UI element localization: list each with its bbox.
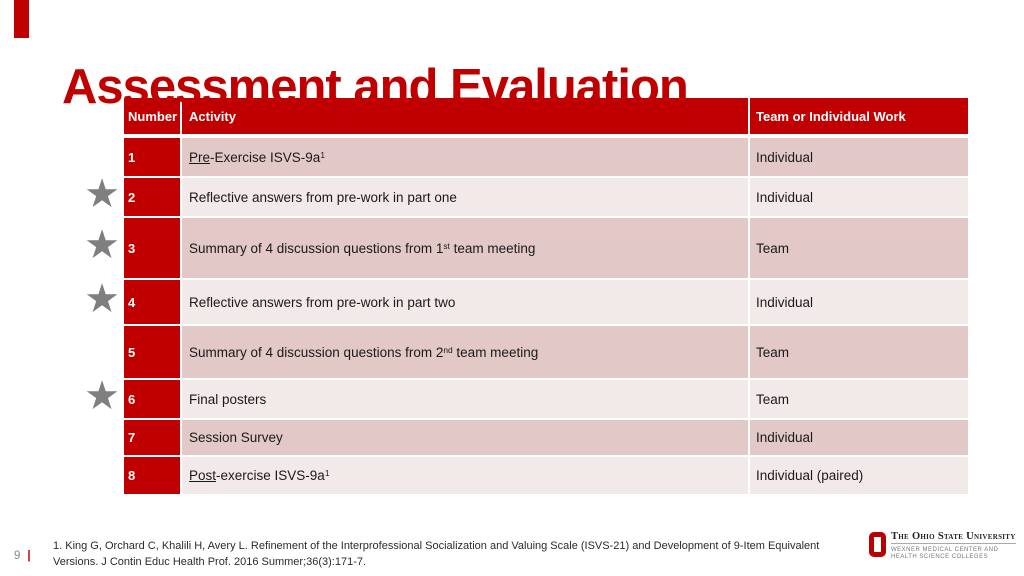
activity-text: Reflective answers from pre-work in part… [189,189,457,205]
number-cell: 4 [124,280,180,324]
page-number-value: 9 [14,550,21,562]
team-or-individual-cell: Individual [750,280,968,324]
team-or-individual-cell: Individual [750,138,968,176]
table-row: 7 Session Survey Individual [124,420,968,455]
table-row: ★ 3 Summary of 4 discussion questions from… [84,218,968,278]
team-or-individual-cell: Individual (paired) [750,457,968,494]
number-cell: 6 [124,380,180,418]
activity-cell: Session Survey [182,420,748,455]
osu-logo: The Ohio State University Wexner Medical… [869,531,1016,562]
superscript-text: nd [443,344,453,355]
activity-cell: Reflective answers from pre-work in part… [182,178,748,216]
number-cell: 2 [124,178,180,216]
underlined-text: Post [189,468,217,483]
superscript-text: 1 [320,149,325,160]
activity-text: Reflective answers from pre-work in part… [189,294,456,310]
table-header-row: Number Activity Team or Individual Work [124,98,968,134]
activity-text: Summary of 4 discussion questions from 2 [189,344,444,360]
number-cell: 5 [124,326,180,378]
activity-text: -Exercise ISVS-9a [210,149,321,165]
block-o-icon [869,532,886,557]
team-or-individual-cell: Individual [750,420,968,455]
number-cell: 1 [124,138,180,176]
activity-cell: Reflective answers from pre-work in part… [182,280,748,324]
table-row: ★ 6 Final posters Team [84,376,968,418]
activity-cell: Post-exercise ISVS-9a1 [182,457,748,494]
activity-text: team meeting [452,344,539,360]
activity-cell: Pre-Exercise ISVS-9a1 [182,138,748,176]
number-cell: 7 [124,420,180,455]
underlined-text: Pre [189,149,211,165]
logo-sub-line-1: Wexner Medical Center and [891,546,999,553]
activity-text: Final posters [189,391,267,407]
header-activity: Activity [182,98,748,134]
team-or-individual-cell: Team [750,218,968,278]
logo-sub-line-2: Health Science Colleges [891,554,989,560]
star-icon: ★ [84,373,120,418]
table-row: ★ 2 Reflective answers from pre-work in pa… [84,174,968,216]
logo-text: The Ohio State University Wexner Medical… [891,531,1016,562]
star-icon: ★ [84,222,120,267]
table-row: 1 Pre-Exercise ISVS-9a1 Individual [124,138,968,176]
table-body: 1 Pre-Exercise ISVS-9a1 Individual ★ 2 Reflec… [84,138,968,494]
logo-subtitle: Wexner Medical Center and Health Science… [891,547,1016,562]
citation-line-2: Versions. J Contin Educ Health Prof. 201… [53,555,367,568]
star-icon: ★ [84,276,120,321]
activity-text: -exercise ISVS-9a [216,468,325,483]
table-row: 8 Post-exercise ISVS-9a1 Individual (paire… [124,457,968,494]
star-icon: ★ [84,171,120,216]
superscript-text: st [443,240,450,251]
logo-institution: The Ohio State University [891,531,1016,544]
number-cell: 3 [124,218,180,278]
citation-footnote: 1. King G, Orchard C, Khalili H, Avery L… [53,539,873,570]
team-or-individual-cell: Team [750,380,968,418]
header-team-or-individual: Team or Individual Work [750,98,968,134]
citation-line-1: 1. King G, Orchard C, Khalili H, Avery L… [53,540,820,552]
superscript-text: 1 [324,468,330,479]
page-number: 9 | [14,550,31,562]
table-row: 5 Summary of 4 discussion questions from … [124,326,968,378]
activity-cell: Final posters [182,380,748,418]
activity-cell: Summary of 4 discussion questions from 2… [182,326,748,378]
assessment-table: Number Activity Team or Individual Work … [84,98,968,496]
activity-cell: Summary of 4 discussion questions from 1… [182,218,748,278]
team-or-individual-cell: Individual [750,178,968,216]
top-left-accent-bar [14,0,29,38]
number-cell: 8 [124,457,180,494]
table-row: ★ 4 Reflective answers from pre-work in pa… [84,279,968,324]
header-number: Number [124,98,180,134]
activity-text: Summary of 4 discussion questions from 1 [189,240,444,256]
team-or-individual-cell: Team [750,326,968,378]
activity-text: team meeting [449,240,536,256]
page-number-separator: | [27,550,31,562]
activity-text: Session Survey [189,430,283,445]
